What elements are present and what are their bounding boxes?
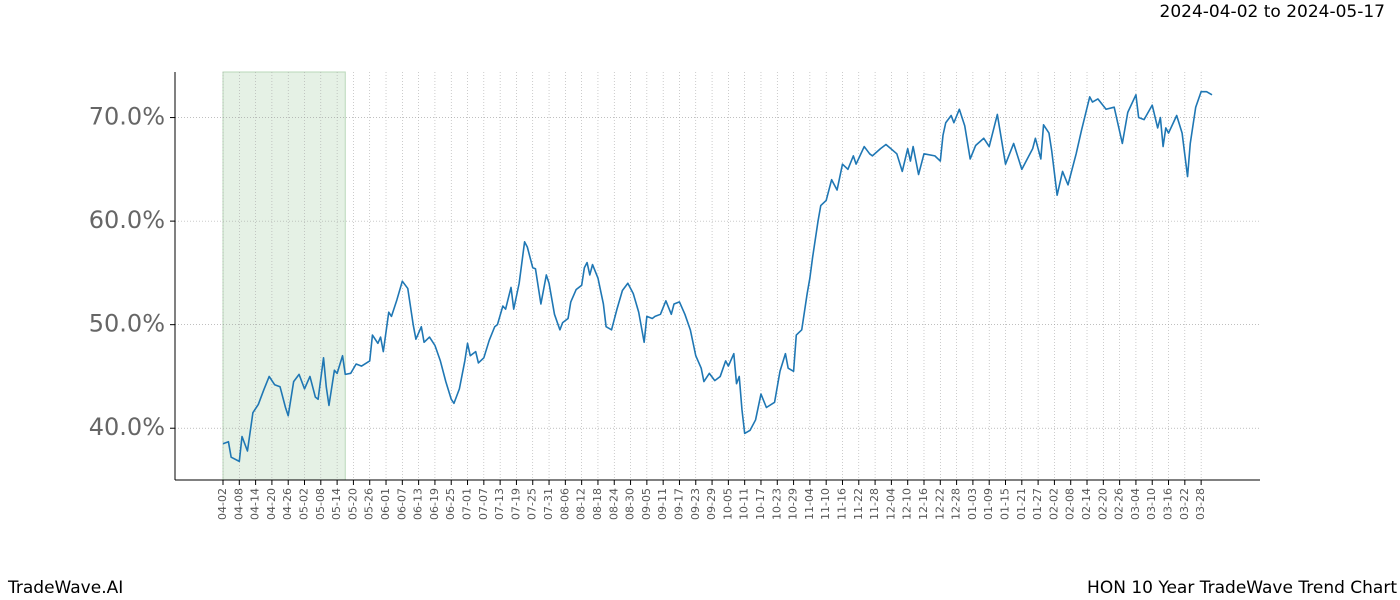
x-tick-label: 06-19: [428, 488, 441, 520]
x-tick-label: 11-04: [803, 488, 816, 520]
x-tick-label: 04-14: [249, 488, 262, 520]
x-tick-label: 09-11: [656, 488, 669, 520]
x-tick-label: 07-13: [493, 488, 506, 520]
y-tick-label: 70.0%: [89, 103, 165, 131]
trend-line: [222, 90, 1213, 463]
x-tick-label: 10-11: [738, 488, 751, 520]
x-tick-label: 04-26: [281, 488, 294, 520]
x-tick-label: 07-07: [477, 488, 490, 520]
x-tick-label: 08-12: [575, 488, 588, 520]
x-tick-label: 03-10: [1145, 488, 1158, 520]
x-tick-label: 04-20: [265, 488, 278, 520]
x-tick-label: 04-02: [216, 488, 229, 520]
x-tick-label: 01-27: [1031, 488, 1044, 520]
x-tick-label: 02-14: [1080, 488, 1093, 520]
x-tick-label: 12-22: [933, 488, 946, 520]
x-tick-label: 06-25: [444, 488, 457, 520]
x-tick-label: 11-16: [835, 488, 848, 520]
x-tick-label: 10-29: [787, 488, 800, 520]
y-tick-label: 50.0%: [89, 310, 165, 338]
x-tick-label: 08-30: [624, 488, 637, 520]
x-tick-label: 07-01: [461, 488, 474, 520]
x-tick-label: 09-23: [689, 488, 702, 520]
x-tick-label: 07-31: [542, 488, 555, 520]
x-tick-label: 12-16: [917, 488, 930, 520]
x-tick-label: 12-10: [901, 488, 914, 520]
x-tick-label: 03-22: [1178, 488, 1191, 520]
x-tick-label: 08-18: [591, 488, 604, 520]
x-tick-label: 05-26: [363, 488, 376, 520]
x-tick-label: 12-04: [884, 488, 897, 520]
x-tick-label: 02-20: [1096, 488, 1109, 520]
chart-subtitle: 2024-04-02 to 2024-05-17: [1160, 2, 1385, 22]
x-tick-label: 11-22: [852, 488, 865, 520]
x-tick-label: 04-08: [232, 488, 245, 520]
brand: TradeWave.AI: [7, 578, 123, 598]
x-tick-label: 12-28: [950, 488, 963, 520]
x-tick-label: 10-17: [754, 488, 767, 520]
x-tick-label: 05-08: [314, 488, 327, 520]
x-tick-label: 11-10: [819, 488, 832, 520]
x-tick-label: 11-28: [868, 488, 881, 520]
x-tick-label: 05-20: [346, 488, 359, 520]
x-tick-label: 07-19: [509, 488, 522, 520]
x-tick-label: 09-05: [640, 488, 653, 520]
shaded-range: [222, 71, 346, 481]
x-tick-label: 10-05: [721, 488, 734, 520]
x-tick-label: 03-04: [1129, 488, 1142, 520]
x-tick-label: 06-13: [412, 488, 425, 520]
x-tick-label: 02-08: [1064, 488, 1077, 520]
y-tick-label: 60.0%: [89, 206, 165, 234]
x-tick-label: 01-21: [1015, 488, 1028, 520]
x-tick-label: 01-15: [999, 488, 1012, 520]
x-tick-label: 08-06: [558, 488, 571, 520]
x-tick-label: 02-26: [1113, 488, 1126, 520]
x-tick-label: 05-14: [330, 488, 343, 520]
x-tick-label: 09-29: [705, 488, 718, 520]
x-tick-label: 02-02: [1047, 488, 1060, 520]
x-tick-label: 05-02: [298, 488, 311, 520]
x-tick-label: 01-09: [982, 488, 995, 520]
x-tick-label: 06-01: [379, 488, 392, 520]
x-tick-label: 08-24: [607, 488, 620, 520]
x-tick-label: 01-03: [966, 488, 979, 520]
x-tick-label: 03-28: [1194, 488, 1207, 520]
x-tick-label: 07-25: [526, 488, 539, 520]
x-tick-label: 09-17: [672, 488, 685, 520]
x-tick-label: 06-07: [395, 488, 408, 520]
chart-title: HON 10 Year TradeWave Trend Chart: [1087, 578, 1397, 598]
x-tick-label: 03-16: [1162, 488, 1175, 520]
y-tick-label: 40.0%: [89, 413, 165, 441]
x-tick-label: 10-23: [770, 488, 783, 520]
